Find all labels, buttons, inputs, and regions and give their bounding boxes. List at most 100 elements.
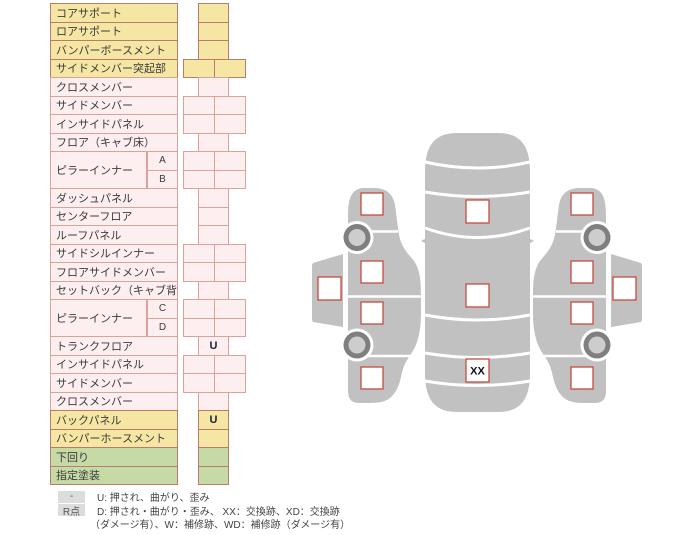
marker-right-rear-fender[interactable] — [570, 366, 594, 390]
part-label: ロアサポート — [50, 21, 178, 41]
damage-cell[interactable] — [198, 225, 229, 245]
damage-cell[interactable] — [183, 169, 215, 189]
pillar-sub-label: D — [147, 317, 178, 337]
legend-badge-minor: - — [58, 490, 85, 503]
part-label: コアサポート — [50, 3, 178, 23]
damage-cell[interactable] — [183, 114, 215, 134]
legend-text: U: 押され、曲がり、歪み — [97, 493, 210, 504]
marker-top-hood[interactable] — [465, 199, 490, 224]
damage-cell[interactable] — [198, 391, 229, 411]
marker-right-front-fender[interactable] — [570, 192, 594, 216]
legend-text: （ダメージ有）、W：補修跡、WD：補修跡（ダメージ有） — [90, 520, 351, 531]
part-label: ピラーインナー — [50, 151, 147, 189]
marker-left-roof-side[interactable] — [317, 276, 342, 301]
marker-top-roof[interactable] — [465, 283, 490, 308]
part-label: ピラーインナー — [50, 299, 147, 337]
damage-cell[interactable] — [198, 428, 229, 448]
pillar-sub-label: B — [147, 169, 178, 189]
marker-left-rear-door[interactable] — [360, 301, 384, 325]
part-label: トランクフロア — [50, 336, 178, 356]
front-wheel-icon — [340, 221, 374, 254]
part-label: クロスメンバー — [50, 391, 178, 411]
damage-cell[interactable] — [198, 280, 229, 300]
front-bumper-line — [424, 160, 531, 170]
part-label: サイドシルインナー — [50, 243, 178, 263]
part-label: 指定塗装 — [50, 465, 178, 485]
part-label: バックパネル — [50, 410, 178, 430]
damage-cell[interactable] — [183, 58, 215, 78]
damage-cell[interactable] — [183, 317, 215, 337]
part-label: クロスメンバー — [50, 77, 178, 97]
damage-cell[interactable] — [198, 465, 229, 485]
damage-cell[interactable] — [213, 373, 246, 393]
part-label: バンパーホースメント — [50, 428, 178, 448]
damage-cell[interactable] — [183, 243, 215, 263]
damage-cell[interactable] — [198, 132, 229, 152]
part-label: 下回り — [50, 447, 178, 467]
left-mirror-icon — [421, 234, 434, 248]
part-label: インサイドパネル — [50, 114, 178, 134]
part-label: ルーフパネル — [50, 225, 178, 245]
pillar-sub-label: C — [147, 299, 178, 319]
legend-line-2: R点 D: 押され・曲がり・歪み、 XX：交換跡、XD：交換跡 — [58, 504, 340, 518]
part-label: サイドメンバー突起部 — [50, 58, 178, 78]
damage-cell[interactable]: U — [198, 410, 229, 430]
marker-left-rear-fender[interactable] — [360, 366, 384, 390]
rear-bumper-line — [424, 379, 531, 387]
damage-cell[interactable] — [183, 373, 215, 393]
marker-right-roof-side[interactable] — [612, 276, 637, 301]
part-label: インサイドパネル — [50, 354, 178, 374]
damage-cell[interactable] — [198, 3, 229, 23]
damage-cell[interactable] — [213, 317, 246, 337]
part-label: フロア（キャブ床） — [50, 132, 178, 152]
roof-rear-line — [424, 313, 531, 322]
damage-cell[interactable] — [213, 151, 246, 171]
marker-left-front-door[interactable] — [360, 260, 384, 284]
damage-cell[interactable] — [213, 58, 246, 78]
part-label: ダッシュパネル — [50, 188, 178, 208]
right-mirror-icon — [521, 234, 534, 248]
damage-cell[interactable] — [213, 299, 246, 319]
part-label: フロアサイドメンバー — [50, 262, 178, 282]
part-label: バンパーボースメント — [50, 40, 178, 60]
part-label: サイドメンバー — [50, 95, 178, 115]
damage-cell[interactable] — [183, 95, 215, 115]
damage-cell[interactable] — [198, 21, 229, 41]
car-top-view — [421, 133, 534, 412]
hood-front-line — [424, 190, 531, 198]
marker-value: XX — [470, 366, 485, 378]
legend-badge-rpoint: R点 — [58, 504, 85, 518]
damage-cell[interactable] — [213, 243, 246, 263]
windshield-line — [424, 226, 531, 239]
part-label: セットバック（キャブ背） — [50, 280, 178, 300]
part-label: サイドメンバー — [50, 373, 178, 393]
damage-cell[interactable] — [198, 188, 229, 208]
damage-cell[interactable] — [183, 299, 215, 319]
damage-cell[interactable]: U — [198, 336, 229, 356]
damage-cell[interactable] — [198, 206, 229, 226]
damage-cell[interactable] — [198, 447, 229, 467]
damage-cell[interactable] — [198, 77, 229, 97]
marker-right-front-door[interactable] — [570, 260, 594, 284]
damage-cell[interactable] — [213, 95, 246, 115]
rear-wheel-icon — [340, 328, 374, 362]
damage-cell[interactable] — [213, 114, 246, 134]
car-top-body — [425, 133, 530, 412]
marker-top-trunk[interactable] — [465, 358, 490, 383]
damage-cell[interactable] — [213, 169, 246, 189]
damage-cell[interactable] — [183, 354, 215, 374]
legend-line-3: （ダメージ有）、W：補修跡、WD：補修跡（ダメージ有） — [90, 517, 351, 531]
damage-cell[interactable] — [183, 151, 215, 171]
part-label: センターフロア — [50, 206, 178, 226]
damage-cell[interactable] — [213, 262, 246, 282]
damage-cell[interactable] — [183, 262, 215, 282]
marker-right-rear-door[interactable] — [570, 301, 594, 325]
marker-left-front-fender[interactable] — [360, 192, 384, 216]
legend-line-1: - U: 押され、曲がり、歪み — [58, 490, 210, 504]
damage-cell[interactable] — [198, 40, 229, 60]
pillar-sub-label: A — [147, 151, 178, 171]
damage-cell[interactable] — [213, 354, 246, 374]
